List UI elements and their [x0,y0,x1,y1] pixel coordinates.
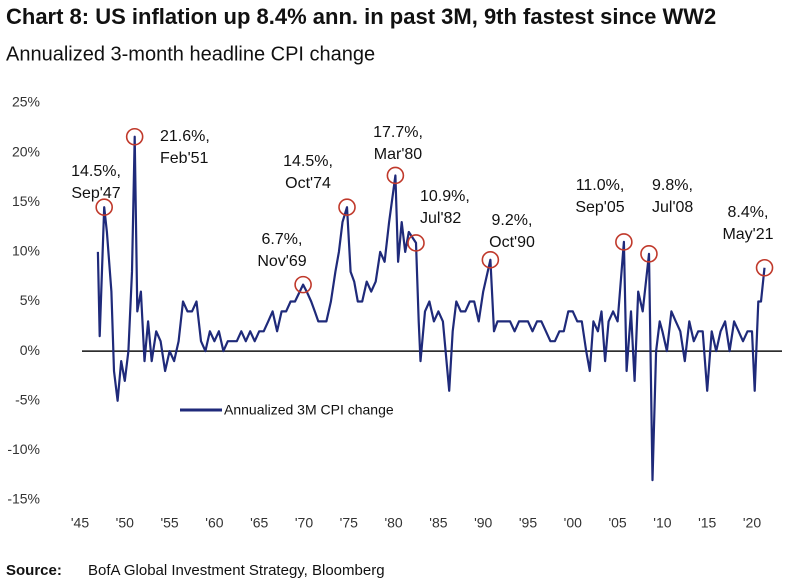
y-tick-label: 5% [20,292,40,308]
annotation-text: Nov'69 [257,253,306,270]
x-tick-label: '85 [429,515,447,531]
y-tick-label: -5% [15,391,40,407]
y-tick-label: 15% [12,193,40,209]
x-tick-label: '00 [564,515,582,531]
annotation-text: May'21 [722,226,773,243]
annotation-text: 21.6%, [160,128,210,145]
annotation-text: Feb'51 [160,150,209,167]
x-tick-label: '80 [384,515,402,531]
annotation-text: 14.5%, [71,163,121,180]
annotation-marker [407,234,425,252]
x-tick-label: '70 [295,515,313,531]
annotation-text: Oct'74 [285,175,331,192]
y-tick-label: 20% [12,143,40,159]
y-tick-label: 0% [20,342,40,358]
annotation-text: 8.4%, [728,204,769,221]
legend-label: Annualized 3M CPI change [224,402,394,418]
x-tick-label: '10 [653,515,671,531]
chart-subtitle: Annualized 3-month headline CPI change [6,43,375,65]
chart-title: Chart 8: US inflation up 8.4% ann. in pa… [6,4,716,29]
annotation-text: Oct'90 [489,234,535,251]
annotation-marker [755,258,774,277]
x-tick-label: '50 [116,515,134,531]
annotation-text: 17.7%, [373,124,423,141]
x-tick-label: '20 [743,515,761,531]
x-tick-label: '15 [698,515,716,531]
annotation-text: Jul'82 [420,210,461,227]
annotation-marker [95,198,113,217]
annotation-text: 10.9%, [420,188,470,205]
annotation-marker [640,245,658,263]
annotation-text: Jul'08 [652,199,693,216]
x-tick-label: '55 [160,515,178,531]
y-tick-label: 10% [12,243,40,259]
annotation-marker [615,233,633,251]
y-tick-label: 25% [12,94,40,110]
series-line [96,135,766,482]
annotation-marker [338,198,356,217]
x-tick-label: '05 [608,515,626,531]
annotation-marker [386,166,405,185]
annotation-text: Sep'05 [575,199,624,216]
x-tick-label: '45 [71,515,89,531]
annotation-marker [294,275,312,294]
y-tick-label: -15% [7,491,40,507]
x-tick-label: '65 [250,515,268,531]
annotation-text: 11.0%, [576,177,625,194]
annotation-text: 9.2%, [492,212,533,229]
x-tick-label: '60 [205,515,223,531]
x-tick-label: '75 [340,515,358,531]
x-tick-label: '95 [519,515,537,531]
annotation-text: 9.8%, [652,177,693,194]
annotation-text: 14.5%, [283,153,333,170]
annotation-marker [481,251,500,269]
annotation-text: Sep'47 [71,185,120,202]
source: BofA Global Investment Strategy, Bloombe… [88,562,385,579]
annotation-marker [125,127,144,146]
x-tick-label: '90 [474,515,492,531]
y-tick-label: -10% [7,441,40,457]
source-label: Source: [6,562,62,579]
annotation-text: 6.7%, [262,231,303,248]
annotation-text: Mar'80 [374,146,423,163]
